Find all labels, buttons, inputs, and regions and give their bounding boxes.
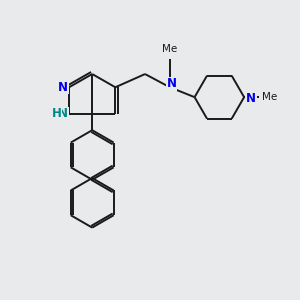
Text: N: N <box>58 107 68 120</box>
Text: N: N <box>58 81 68 94</box>
Text: Me: Me <box>162 44 177 54</box>
Text: N: N <box>167 77 176 91</box>
Text: N: N <box>246 92 256 105</box>
Text: H: H <box>52 107 61 120</box>
Text: Me: Me <box>262 92 278 102</box>
